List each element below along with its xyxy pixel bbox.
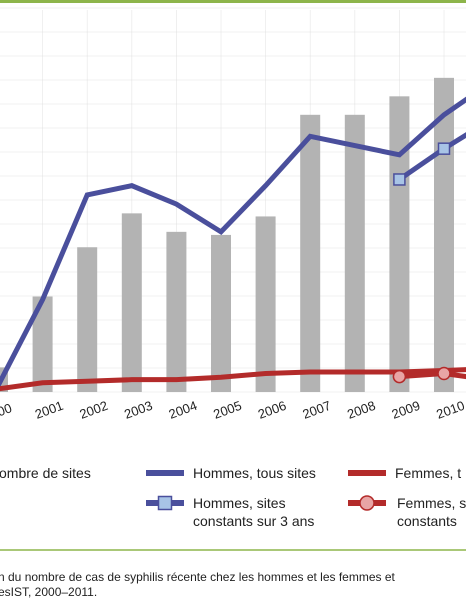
bar-2009 (389, 96, 410, 392)
bar-2004 (166, 231, 187, 392)
bar-2008 (344, 114, 365, 393)
x-tick-2006: 2006 (256, 398, 288, 422)
line-women-all (0, 367, 466, 392)
x-tick-2002: 2002 (78, 398, 110, 422)
line-markers (392, 142, 451, 384)
legend-label-women-all: Femmes, t (395, 465, 461, 481)
legend-label-men-constant-1: Hommes, sites (193, 495, 286, 511)
marker-men-constant-2010 (437, 142, 451, 155)
x-tick-2000: 00 (0, 400, 14, 419)
marker-women-constant-2010 (437, 366, 451, 381)
legend-swatch-women-constant-marker (359, 495, 375, 511)
x-tick-2009: 2009 (390, 398, 422, 422)
figure-caption: n du nombre de cas de syphilis récente c… (0, 570, 466, 600)
legend-swatch-men-constant-marker (157, 495, 173, 511)
line-men-all (0, 96, 466, 387)
x-tick-2001: 2001 (33, 398, 65, 422)
bar-2007 (300, 114, 321, 393)
bar-2003 (121, 213, 142, 392)
legend-label-women-constant-2: constants (397, 513, 457, 529)
x-tick-labels: 00 2001 2002 2003 2004 2005 2006 2007 2008 2009 20… (0, 398, 466, 422)
x-tick-2003: 2003 (122, 398, 154, 422)
legend-label-men-constant-2: constants sur 3 ans (193, 513, 314, 529)
x-tick-2008: 2008 (345, 398, 377, 422)
caption-line-1: n du nombre de cas de syphilis récente c… (0, 570, 395, 584)
caption-line-2: esIST, 2000–2011. (0, 585, 98, 599)
marker-women-constant-2009 (392, 369, 407, 384)
bar-2005 (211, 234, 231, 392)
legend-label-bars: ombre de sites (0, 465, 91, 481)
bar-2006 (255, 216, 276, 392)
bar-2001 (32, 296, 53, 392)
x-tick-2004: 2004 (167, 398, 199, 422)
marker-men-constant-2009 (393, 173, 406, 186)
bar-2010 (434, 77, 454, 392)
x-tick-2005: 2005 (211, 398, 243, 422)
legend-label-women-constant-1: Femmes, s (397, 495, 466, 511)
bar-2002 (77, 247, 98, 392)
legend: ombre de sites Hommes, tous sites Femmes… (0, 465, 466, 529)
legend-label-men-all: Hommes, tous sites (193, 465, 316, 481)
x-tick-2010: 2010 (434, 398, 466, 422)
bars-series (0, 77, 454, 393)
x-tick-2007: 2007 (301, 398, 333, 422)
